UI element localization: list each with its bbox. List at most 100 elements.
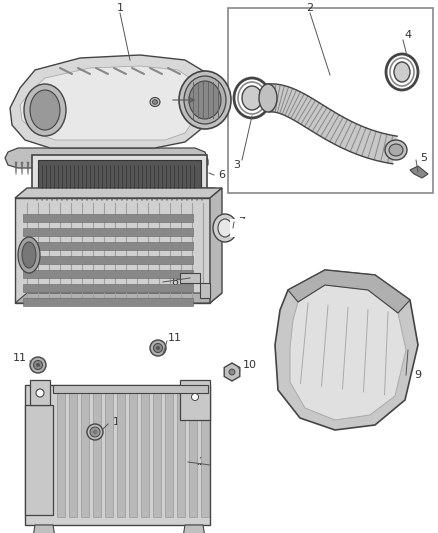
Polygon shape bbox=[101, 193, 103, 201]
Polygon shape bbox=[45, 162, 47, 175]
Polygon shape bbox=[15, 188, 222, 198]
Polygon shape bbox=[146, 193, 148, 201]
Polygon shape bbox=[75, 162, 77, 175]
Ellipse shape bbox=[24, 84, 66, 136]
Polygon shape bbox=[41, 193, 43, 201]
Ellipse shape bbox=[259, 84, 277, 112]
Ellipse shape bbox=[18, 237, 40, 273]
FancyBboxPatch shape bbox=[105, 392, 113, 517]
Polygon shape bbox=[32, 188, 215, 193]
Polygon shape bbox=[51, 162, 53, 175]
Polygon shape bbox=[39, 162, 41, 175]
Polygon shape bbox=[20, 66, 198, 140]
Ellipse shape bbox=[179, 71, 231, 129]
Polygon shape bbox=[183, 162, 185, 175]
Polygon shape bbox=[201, 162, 203, 175]
Polygon shape bbox=[165, 162, 167, 175]
FancyBboxPatch shape bbox=[81, 392, 89, 517]
Text: 4: 4 bbox=[404, 30, 412, 40]
Polygon shape bbox=[33, 162, 35, 175]
Ellipse shape bbox=[150, 98, 160, 107]
Polygon shape bbox=[105, 162, 107, 175]
FancyBboxPatch shape bbox=[141, 392, 149, 517]
FancyBboxPatch shape bbox=[189, 392, 197, 517]
Polygon shape bbox=[30, 380, 50, 405]
Ellipse shape bbox=[152, 100, 158, 104]
Polygon shape bbox=[57, 162, 59, 175]
Polygon shape bbox=[106, 193, 108, 201]
Polygon shape bbox=[15, 293, 222, 303]
Polygon shape bbox=[153, 162, 155, 175]
Text: 12: 12 bbox=[193, 457, 207, 467]
Ellipse shape bbox=[30, 357, 46, 373]
Polygon shape bbox=[56, 193, 58, 201]
Polygon shape bbox=[76, 193, 78, 201]
Polygon shape bbox=[33, 525, 55, 533]
Polygon shape bbox=[126, 193, 128, 201]
Text: 7: 7 bbox=[238, 217, 246, 227]
Polygon shape bbox=[25, 385, 210, 525]
FancyBboxPatch shape bbox=[93, 392, 101, 517]
Polygon shape bbox=[141, 193, 143, 201]
FancyBboxPatch shape bbox=[117, 392, 125, 517]
Polygon shape bbox=[61, 193, 63, 201]
Text: 1: 1 bbox=[117, 3, 124, 13]
FancyBboxPatch shape bbox=[129, 392, 137, 517]
Ellipse shape bbox=[22, 242, 36, 268]
Polygon shape bbox=[210, 188, 222, 303]
FancyBboxPatch shape bbox=[177, 392, 185, 517]
Polygon shape bbox=[46, 193, 48, 201]
Polygon shape bbox=[189, 162, 191, 175]
Polygon shape bbox=[87, 162, 89, 175]
Ellipse shape bbox=[184, 76, 226, 124]
Ellipse shape bbox=[33, 360, 42, 369]
Ellipse shape bbox=[150, 340, 166, 356]
Polygon shape bbox=[81, 193, 83, 201]
Polygon shape bbox=[66, 193, 68, 201]
Polygon shape bbox=[196, 193, 198, 201]
Polygon shape bbox=[267, 84, 397, 164]
Polygon shape bbox=[10, 55, 210, 148]
Polygon shape bbox=[195, 162, 197, 175]
Ellipse shape bbox=[87, 424, 103, 440]
Polygon shape bbox=[36, 193, 38, 201]
Polygon shape bbox=[201, 193, 203, 201]
Text: 2: 2 bbox=[307, 3, 314, 13]
Polygon shape bbox=[63, 162, 65, 175]
Polygon shape bbox=[5, 148, 208, 168]
Polygon shape bbox=[99, 162, 101, 175]
FancyBboxPatch shape bbox=[32, 155, 207, 193]
Polygon shape bbox=[15, 162, 17, 175]
Polygon shape bbox=[171, 162, 173, 175]
FancyBboxPatch shape bbox=[69, 392, 77, 517]
Polygon shape bbox=[166, 193, 168, 201]
Polygon shape bbox=[51, 193, 53, 201]
Text: 6: 6 bbox=[219, 170, 226, 180]
Ellipse shape bbox=[389, 144, 403, 156]
Polygon shape bbox=[171, 193, 173, 201]
Text: 11: 11 bbox=[13, 353, 27, 363]
FancyBboxPatch shape bbox=[23, 228, 193, 236]
FancyBboxPatch shape bbox=[23, 298, 193, 306]
FancyBboxPatch shape bbox=[230, 219, 250, 237]
FancyBboxPatch shape bbox=[165, 392, 173, 517]
Polygon shape bbox=[116, 193, 118, 201]
Polygon shape bbox=[159, 162, 161, 175]
Ellipse shape bbox=[36, 363, 40, 367]
Polygon shape bbox=[147, 162, 149, 175]
Ellipse shape bbox=[229, 369, 235, 375]
Ellipse shape bbox=[218, 219, 232, 237]
Polygon shape bbox=[290, 285, 406, 420]
Ellipse shape bbox=[385, 140, 407, 160]
FancyBboxPatch shape bbox=[23, 270, 193, 278]
Text: 3: 3 bbox=[233, 160, 240, 170]
Ellipse shape bbox=[153, 343, 162, 352]
Ellipse shape bbox=[30, 90, 60, 130]
Polygon shape bbox=[25, 405, 53, 515]
Polygon shape bbox=[176, 193, 178, 201]
Ellipse shape bbox=[242, 86, 262, 110]
Polygon shape bbox=[123, 162, 125, 175]
Text: 8: 8 bbox=[171, 277, 179, 287]
Polygon shape bbox=[135, 162, 137, 175]
Ellipse shape bbox=[213, 214, 237, 242]
